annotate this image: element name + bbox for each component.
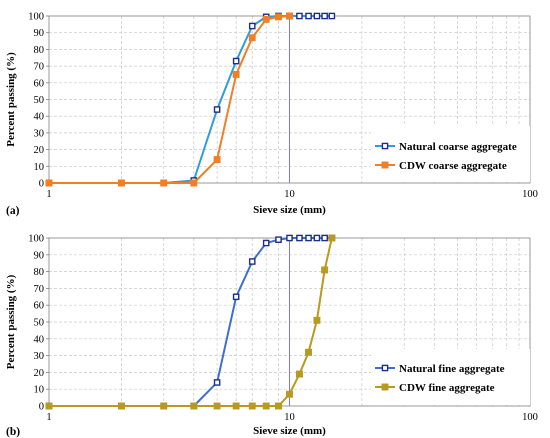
legend-box [371,349,530,405]
y-axis-label: Percent passing (%) [5,52,17,147]
panel-label: (b) [6,426,20,438]
data-point [190,402,198,410]
y-axis-label: Percent passing (%) [5,274,17,369]
y-tick-label: 60 [34,301,45,312]
x-tick-label: 10 [284,189,295,200]
data-point [160,402,168,410]
data-point [117,402,125,410]
legend: Natural fine aggregate CDW fine aggregate [371,349,530,405]
data-point [248,34,256,42]
data-point [305,348,312,356]
data-point [305,12,312,20]
data-point [296,370,303,378]
data-point [313,316,321,324]
y-tick-label: 100 [28,12,44,23]
legend: Natural coarse aggregate CDW coarse aggre… [371,126,530,182]
legend-swatch-marker [381,142,389,150]
data-point [305,234,312,242]
data-point [232,71,240,78]
data-point [275,13,282,21]
y-tick-label: 100 [28,234,44,245]
y-tick-label: 30 [34,128,45,139]
legend-entry: CDW fine aggregate [399,382,495,394]
legend-entry: Natural coarse aggregate [399,141,517,153]
y-tick-label: 90 [34,28,45,39]
x-tick-label: 100 [522,189,538,200]
series-line [49,15,290,184]
data-point [262,402,270,410]
panel-label: (a) [6,205,20,217]
y-tick-label: 50 [34,318,45,329]
data-point [286,12,293,20]
data-point [213,106,221,113]
y-tick-label: 50 [34,95,45,106]
legend-entry: CDW coarse aggregate [399,160,507,172]
y-tick-label: 40 [34,112,45,123]
legend-swatch-marker [381,161,389,169]
data-point [232,402,240,410]
data-point [321,234,328,242]
legend-swatch-marker [381,383,389,391]
legend-swatch-marker [381,364,389,372]
y-tick-label: 0 [39,179,44,190]
x-axis-label: Sieve size (mm) [253,204,326,216]
y-tick-label: 60 [34,78,45,89]
y-tick-label: 80 [34,45,45,56]
data-point [190,179,198,187]
data-point [117,179,125,187]
legend-entry: Natural fine aggregate [399,363,505,375]
y-tick-label: 70 [34,62,45,73]
series-2 [45,12,293,187]
data-point [213,402,221,410]
y-tick-label: 40 [34,334,45,345]
data-point [213,156,221,164]
data-point [313,12,321,20]
y-tick-label: 10 [34,385,45,396]
x-tick-label: 1 [46,412,51,423]
series-2 [45,234,336,410]
data-point [45,179,53,187]
data-point [275,236,282,243]
data-point [275,402,282,410]
data-point [262,239,270,247]
y-tick-label: 90 [34,250,45,261]
data-point [248,22,256,30]
y-tick-label: 10 [34,162,45,173]
x-axis-label: Sieve size (mm) [253,425,326,437]
data-point [321,266,329,274]
data-point [286,234,293,242]
data-point [296,234,303,242]
data-point [213,379,221,386]
x-tick-label: 10 [284,412,295,423]
data-point [160,179,168,187]
data-point [232,293,240,301]
data-point [248,402,256,410]
data-point [45,402,53,410]
legend-box [371,126,530,182]
y-tick-label: 20 [34,368,45,379]
data-point [286,390,293,398]
x-tick-label: 1 [46,189,51,200]
y-tick-label: 30 [34,351,45,362]
x-tick-label: 100 [522,412,538,423]
data-point [232,57,240,65]
data-point [328,12,336,20]
y-tick-label: 20 [34,145,45,156]
data-point [248,258,256,265]
y-tick-label: 70 [34,284,45,295]
data-point [321,12,328,20]
y-tick-label: 80 [34,267,45,278]
data-point [262,15,270,23]
y-tick-label: 0 [39,402,44,413]
data-point [328,234,336,242]
data-point [313,234,321,242]
data-point [296,12,303,20]
